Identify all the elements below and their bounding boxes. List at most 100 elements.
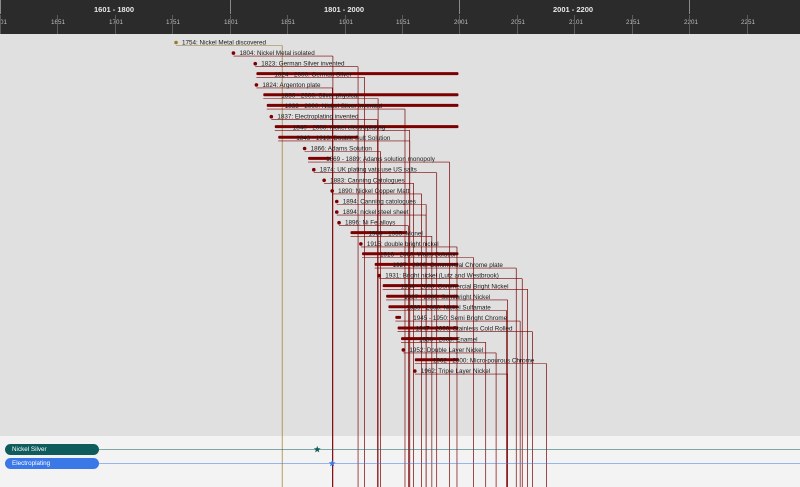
year-tick-label: 2151 [626,19,641,26]
event-label[interactable]: 1945 - 1950: Semi Bright Chrome [413,315,507,322]
event-label[interactable]: 1837: Electroplating invented [277,114,359,121]
event-point[interactable] [334,210,339,214]
event-point[interactable] [254,83,259,87]
event-label[interactable]: 1843 - 1913: Double Sult Solution [296,135,391,142]
year-tick [459,15,460,34]
year-tick-label: 1951 [396,19,411,26]
event-point[interactable] [269,114,274,119]
event-label[interactable]: 1947 - 2000: Stainless Cold Rolled [416,326,513,333]
event-range-bar[interactable] [374,262,459,266]
track-star-marker[interactable] [313,445,321,453]
track-nickel-silver[interactable]: Nickel Silver [5,444,99,455]
event-range-bar[interactable] [256,72,459,76]
event-label[interactable]: 1916 - 2000: Watts Solution [380,252,458,259]
year-tick-label: 2101 [569,19,584,26]
track-electroplating[interactable]: Electroplating [5,458,99,469]
event-range-bar[interactable] [388,305,459,309]
year-tick [632,15,633,34]
event-label[interactable]: 1931: Bright nickel (Lutz and Westbrook) [385,273,499,280]
event-label[interactable]: 1869 - 1889: Adams solution monopoly [326,156,436,163]
event-label[interactable]: 1883: Canning Catologues [330,177,405,184]
year-tick-label: 1901 [339,19,354,26]
year-tick [747,15,748,34]
event-point[interactable] [401,348,406,352]
century-divider [689,0,690,14]
event-label[interactable]: 1823: German Silver invented [261,61,345,68]
timeline-events-area[interactable]: 1754: Nickel Metal discovered 1804: Nicke… [0,34,800,436]
event-range-bar[interactable] [414,358,459,362]
year-tick-label: 1801 [224,19,239,26]
event-label[interactable]: 1824 - 2000: German Silver [274,71,351,78]
year-tick [574,15,575,34]
year-tick-label: 1751 [166,19,181,26]
event-point[interactable] [302,146,307,151]
event-label[interactable]: 1939 - 2000: Nickel Sulfamate [406,305,491,312]
event-point[interactable] [174,40,178,45]
event-point[interactable] [253,61,258,66]
century-divider [459,0,460,14]
track-star-marker[interactable] [328,459,336,467]
timeline-tracks-area: Nickel Silver Electroplating [0,436,800,487]
event-label[interactable]: 1830 - 2000: Silver physical [281,93,358,100]
event-label[interactable]: 1962 - 2000: Micro-pourous Chrome [433,358,535,365]
event-label[interactable]: 1840 - 2000: nickel electroplating [293,124,386,131]
event-label[interactable]: 1952: Double Layer Nickel [409,347,483,354]
event-label[interactable]: 1754: Nickel Metal discovered [182,40,266,47]
year-tick [230,15,231,34]
year-tick [402,15,403,34]
century-label[interactable]: 2001 - 2200 [553,5,594,14]
event-label[interactable]: 1927 - 2000: Commercial Chrome plate [393,262,504,269]
year-tick-label: 2051 [511,19,526,26]
year-tick-label: 2251 [741,19,756,26]
event-point[interactable] [312,167,316,172]
event-range-bar[interactable] [401,337,459,341]
event-range-bar[interactable] [274,125,459,129]
year-tick-label: 01 [0,19,8,26]
century-label[interactable]: 1601 - 1800 [94,5,135,14]
event-point[interactable] [413,369,417,373]
event-range-bar[interactable] [386,294,459,298]
event-point[interactable] [377,273,382,278]
event-label[interactable]: 1906 - 1955: Monel [369,230,423,237]
event-point[interactable] [334,199,339,204]
timeline-header: 1601 - 1800 1801 - 2000 2001 - 2200 01 1… [0,0,800,34]
event-point[interactable] [231,51,236,55]
event-label[interactable]: 1915: double bright nickel [367,241,439,248]
event-label[interactable]: 1824: Argenton plate [262,82,321,89]
event-range-bar[interactable] [362,252,459,256]
event-range-bar[interactable] [308,156,332,160]
year-tick-label: 2001 [454,19,469,26]
event-label[interactable]: 1894: Canning catologues [343,199,416,206]
year-tick [57,15,58,34]
event-range-bar[interactable] [350,231,407,235]
event-range-bar[interactable] [266,103,459,107]
event-label[interactable]: 1937 - 2000: Semibright Nickel [404,294,490,301]
year-tick-label: 1651 [51,19,66,26]
timeline-tracks-svg [99,436,800,487]
event-point[interactable] [330,189,334,193]
year-tick [0,15,1,34]
event-range-bar[interactable] [278,135,359,139]
event-range-bar[interactable] [395,315,402,319]
event-label[interactable]: 1962: Triple Layer Nickel [421,368,490,375]
event-point[interactable] [337,220,341,225]
event-point[interactable] [359,242,363,246]
event-label[interactable]: 1950 - 2000: Enamel [419,336,477,343]
year-tick-label: 1701 [109,19,124,26]
event-label[interactable]: 1934 - 2000: Commercial Bright Nickel [401,283,509,290]
century-label[interactable]: 1801 - 2000 [324,5,365,14]
year-tick [345,15,346,34]
event-label[interactable]: 1804: Nickel Metal isolated [239,50,315,57]
year-tick [517,15,518,34]
century-divider [0,0,1,14]
event-label[interactable]: 1866: Adams Solution [311,146,373,153]
event-range-bar[interactable] [382,284,459,288]
event-label[interactable]: 1890: Nickel Copper Matt [338,188,409,195]
event-label[interactable]: 1894: nickel steel sheet [343,209,409,216]
event-range-bar[interactable] [397,326,459,330]
event-point[interactable] [322,178,326,183]
event-label[interactable]: 1833 - 2000: Nickel Silver invented [285,103,383,110]
event-label[interactable]: 1896: Ni Fe alloys [345,220,395,227]
event-range-bar[interactable] [263,93,459,97]
event-label[interactable]: 1874: UK plating vats use US salts [320,167,417,174]
